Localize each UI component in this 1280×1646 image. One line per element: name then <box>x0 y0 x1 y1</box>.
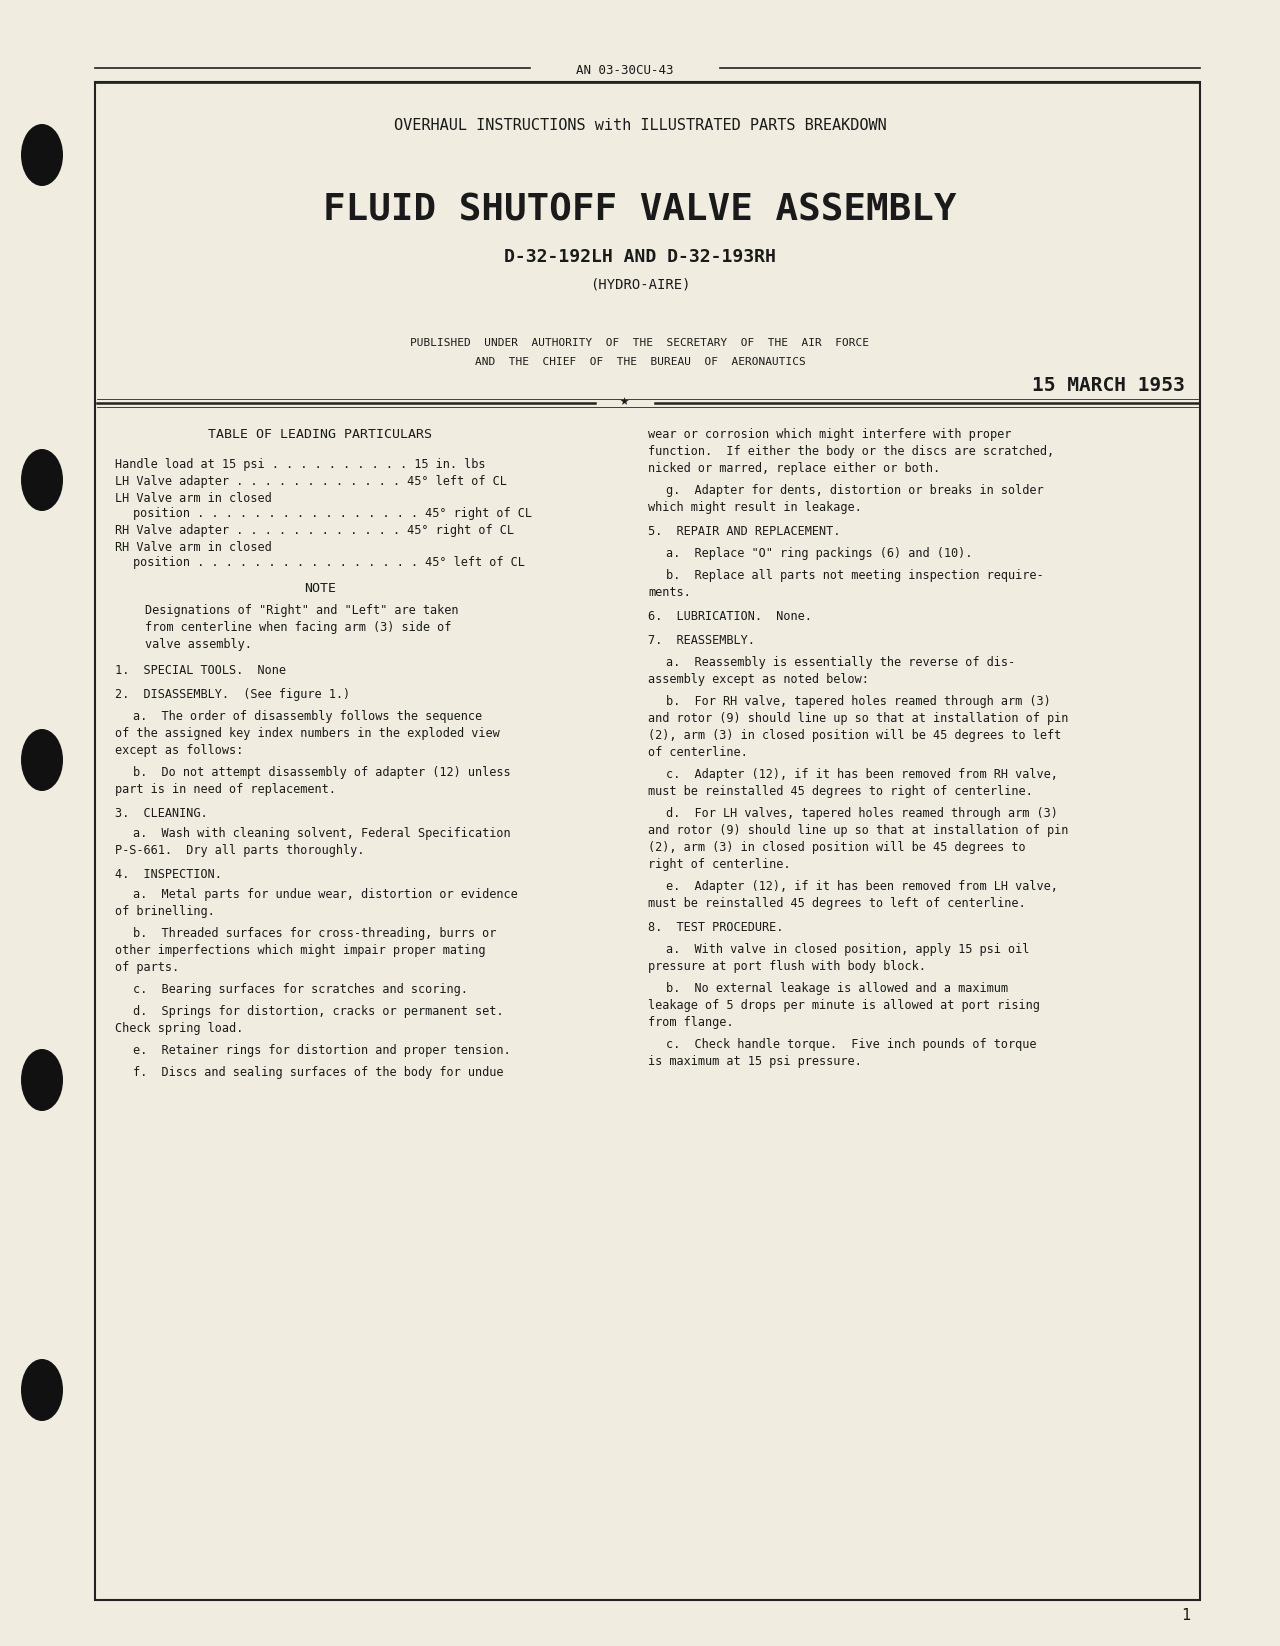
Bar <box>95 82 1201 1600</box>
Text: Designations of "Right" and "Left" are taken: Designations of "Right" and "Left" are t… <box>145 604 458 617</box>
Text: from centerline when facing arm (3) side of: from centerline when facing arm (3) side… <box>145 621 452 634</box>
Text: pressure at port flush with body block.: pressure at port flush with body block. <box>648 960 925 973</box>
Text: from flange.: from flange. <box>648 1016 733 1029</box>
Text: P-S-661.  Dry all parts thoroughly.: P-S-661. Dry all parts thoroughly. <box>115 844 365 858</box>
Text: AN 03-30CU-43: AN 03-30CU-43 <box>576 64 673 77</box>
Text: 1.  SPECIAL TOOLS.  None: 1. SPECIAL TOOLS. None <box>115 663 285 677</box>
Text: PUBLISHED  UNDER  AUTHORITY  OF  THE  SECRETARY  OF  THE  AIR  FORCE: PUBLISHED UNDER AUTHORITY OF THE SECRETA… <box>411 337 869 347</box>
Text: d.  For LH valves, tapered holes reamed through arm (3): d. For LH valves, tapered holes reamed t… <box>666 807 1057 820</box>
Text: f.  Discs and sealing surfaces of the body for undue: f. Discs and sealing surfaces of the bod… <box>133 1067 503 1080</box>
Text: a.  With valve in closed position, apply 15 psi oil: a. With valve in closed position, apply … <box>666 943 1029 956</box>
Text: 6.  LUBRICATION.  None.: 6. LUBRICATION. None. <box>648 611 812 622</box>
Text: NOTE: NOTE <box>305 583 335 594</box>
Text: 8.  TEST PROCEDURE.: 8. TEST PROCEDURE. <box>648 922 783 933</box>
Text: TABLE OF LEADING PARTICULARS: TABLE OF LEADING PARTICULARS <box>207 428 433 441</box>
Text: must be reinstalled 45 degrees to right of centerline.: must be reinstalled 45 degrees to right … <box>648 785 1033 798</box>
Text: RH Valve adapter . . . . . . . . . . . . 45° right of CL: RH Valve adapter . . . . . . . . . . . .… <box>115 523 515 537</box>
Text: LH Valve arm in closed: LH Valve arm in closed <box>115 492 271 505</box>
Text: of parts.: of parts. <box>115 961 179 974</box>
Text: ments.: ments. <box>648 586 691 599</box>
Text: b.  Do not attempt disassembly of adapter (12) unless: b. Do not attempt disassembly of adapter… <box>133 765 511 779</box>
Text: RH Valve arm in closed: RH Valve arm in closed <box>115 542 271 555</box>
Text: of the assigned key index numbers in the exploded view: of the assigned key index numbers in the… <box>115 728 499 741</box>
Text: b.  Replace all parts not meeting inspection require-: b. Replace all parts not meeting inspect… <box>666 570 1043 583</box>
Text: (HYDRO-AIRE): (HYDRO-AIRE) <box>590 277 690 291</box>
Text: and rotor (9) should line up so that at installation of pin: and rotor (9) should line up so that at … <box>648 713 1069 724</box>
Text: LH Valve adapter . . . . . . . . . . . . 45° left of CL: LH Valve adapter . . . . . . . . . . . .… <box>115 476 507 487</box>
Text: (2), arm (3) in closed position will be 45 degrees to: (2), arm (3) in closed position will be … <box>648 841 1025 854</box>
Text: FLUID SHUTOFF VALVE ASSEMBLY: FLUID SHUTOFF VALVE ASSEMBLY <box>324 193 956 229</box>
Text: of brinelling.: of brinelling. <box>115 905 215 918</box>
Text: a.  Reassembly is essentially the reverse of dis-: a. Reassembly is essentially the reverse… <box>666 657 1015 668</box>
Text: nicked or marred, replace either or both.: nicked or marred, replace either or both… <box>648 463 940 476</box>
Text: g.  Adapter for dents, distortion or breaks in solder: g. Adapter for dents, distortion or brea… <box>666 484 1043 497</box>
Text: 1: 1 <box>1181 1608 1190 1623</box>
Text: is maximum at 15 psi pressure.: is maximum at 15 psi pressure. <box>648 1055 861 1068</box>
Text: must be reinstalled 45 degrees to left of centerline.: must be reinstalled 45 degrees to left o… <box>648 897 1025 910</box>
Text: right of centerline.: right of centerline. <box>648 858 791 871</box>
Text: 2.  DISASSEMBLY.  (See figure 1.): 2. DISASSEMBLY. (See figure 1.) <box>115 688 351 701</box>
Text: wear or corrosion which might interfere with proper: wear or corrosion which might interfere … <box>648 428 1011 441</box>
Text: a.  Wash with cleaning solvent, Federal Specification: a. Wash with cleaning solvent, Federal S… <box>133 826 511 839</box>
Text: 4.  INSPECTION.: 4. INSPECTION. <box>115 867 221 881</box>
Text: OVERHAUL INSTRUCTIONS with ILLUSTRATED PARTS BREAKDOWN: OVERHAUL INSTRUCTIONS with ILLUSTRATED P… <box>394 119 886 133</box>
Text: and rotor (9) should line up so that at installation of pin: and rotor (9) should line up so that at … <box>648 825 1069 838</box>
Text: e.  Adapter (12), if it has been removed from LH valve,: e. Adapter (12), if it has been removed … <box>666 881 1057 894</box>
Text: AND  THE  CHIEF  OF  THE  BUREAU  OF  AERONAUTICS: AND THE CHIEF OF THE BUREAU OF AERONAUTI… <box>475 357 805 367</box>
Text: a.  Metal parts for undue wear, distortion or evidence: a. Metal parts for undue wear, distortio… <box>133 887 517 900</box>
Text: b.  No external leakage is allowed and a maximum: b. No external leakage is allowed and a … <box>666 983 1009 994</box>
Text: part is in need of replacement.: part is in need of replacement. <box>115 783 335 797</box>
Ellipse shape <box>20 1360 63 1420</box>
Text: other imperfections which might impair proper mating: other imperfections which might impair p… <box>115 945 485 956</box>
Text: position . . . . . . . . . . . . . . . . 45° left of CL: position . . . . . . . . . . . . . . . .… <box>133 556 525 570</box>
Text: a.  The order of disassembly follows the sequence: a. The order of disassembly follows the … <box>133 709 483 723</box>
Text: 3.  CLEANING.: 3. CLEANING. <box>115 807 207 820</box>
Text: 15 MARCH 1953: 15 MARCH 1953 <box>1032 375 1185 395</box>
Text: except as follows:: except as follows: <box>115 744 243 757</box>
Ellipse shape <box>20 1049 63 1111</box>
Text: which might result in leakage.: which might result in leakage. <box>648 500 861 514</box>
Text: (2), arm (3) in closed position will be 45 degrees to left: (2), arm (3) in closed position will be … <box>648 729 1061 742</box>
Text: Check spring load.: Check spring load. <box>115 1022 243 1035</box>
Text: b.  Threaded surfaces for cross-threading, burrs or: b. Threaded surfaces for cross-threading… <box>133 927 497 940</box>
Text: position . . . . . . . . . . . . . . . . 45° right of CL: position . . . . . . . . . . . . . . . .… <box>133 507 532 520</box>
Text: a.  Replace "O" ring packings (6) and (10).: a. Replace "O" ring packings (6) and (10… <box>666 546 973 560</box>
Text: c.  Adapter (12), if it has been removed from RH valve,: c. Adapter (12), if it has been removed … <box>666 769 1057 780</box>
Text: 5.  REPAIR AND REPLACEMENT.: 5. REPAIR AND REPLACEMENT. <box>648 525 841 538</box>
Ellipse shape <box>20 729 63 792</box>
Text: b.  For RH valve, tapered holes reamed through arm (3): b. For RH valve, tapered holes reamed th… <box>666 695 1051 708</box>
Text: ★: ★ <box>620 393 628 408</box>
Text: valve assembly.: valve assembly. <box>145 639 252 652</box>
Text: D-32-192LH AND D-32-193RH: D-32-192LH AND D-32-193RH <box>504 249 776 267</box>
Text: Handle load at 15 psi . . . . . . . . . . 15 in. lbs: Handle load at 15 psi . . . . . . . . . … <box>115 458 485 471</box>
Text: c.  Check handle torque.  Five inch pounds of torque: c. Check handle torque. Five inch pounds… <box>666 1039 1037 1052</box>
Text: c.  Bearing surfaces for scratches and scoring.: c. Bearing surfaces for scratches and sc… <box>133 983 468 996</box>
Ellipse shape <box>20 123 63 186</box>
Text: leakage of 5 drops per minute is allowed at port rising: leakage of 5 drops per minute is allowed… <box>648 999 1039 1012</box>
Text: d.  Springs for distortion, cracks or permanent set.: d. Springs for distortion, cracks or per… <box>133 1006 503 1017</box>
Text: 7.  REASSEMBLY.: 7. REASSEMBLY. <box>648 634 755 647</box>
Text: assembly except as noted below:: assembly except as noted below: <box>648 673 869 686</box>
Text: function.  If either the body or the discs are scratched,: function. If either the body or the disc… <box>648 444 1055 458</box>
Ellipse shape <box>20 449 63 510</box>
Text: of centerline.: of centerline. <box>648 746 748 759</box>
Text: e.  Retainer rings for distortion and proper tension.: e. Retainer rings for distortion and pro… <box>133 1044 511 1057</box>
